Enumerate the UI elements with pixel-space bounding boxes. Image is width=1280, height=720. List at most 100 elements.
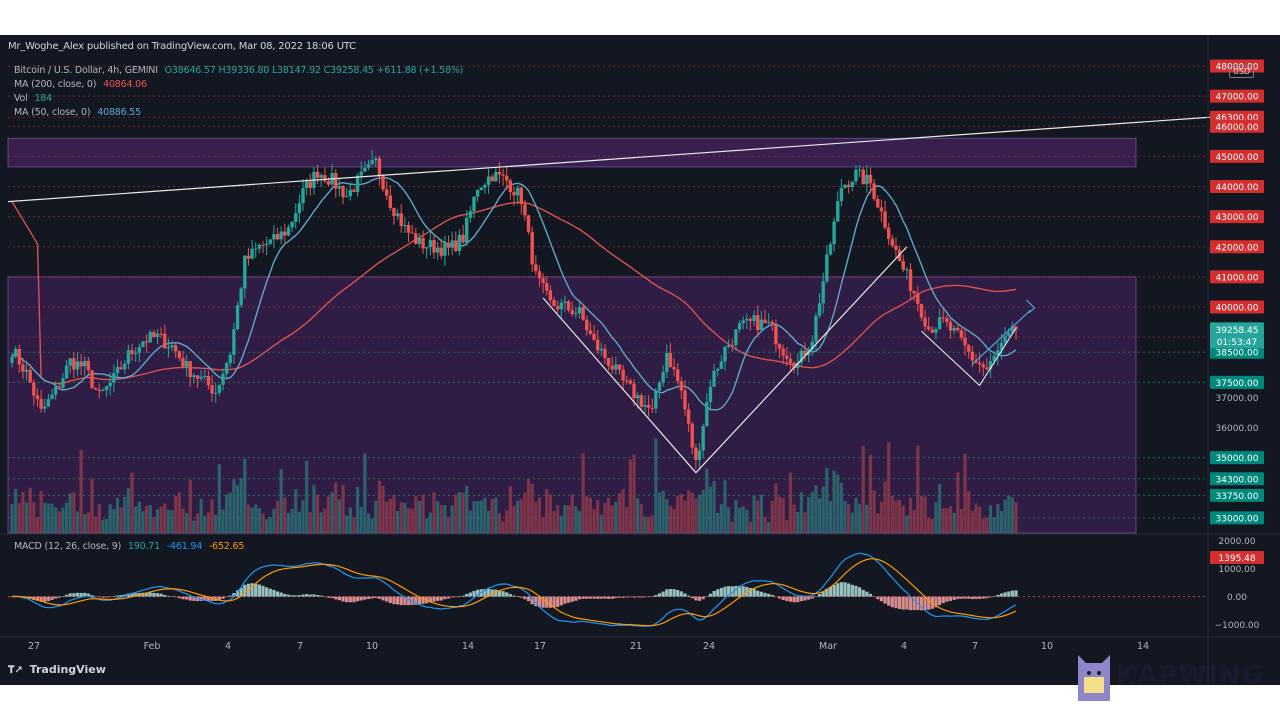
volume-bar — [650, 515, 654, 533]
volume-bar — [86, 512, 90, 533]
candle-body — [319, 175, 323, 178]
macd-histogram-bar — [708, 593, 713, 597]
volume-bar — [705, 468, 709, 533]
macd-histogram-bar — [250, 583, 254, 597]
currency-badge[interactable]: USD — [1229, 65, 1255, 78]
volume-bar — [490, 498, 494, 533]
macd-histogram-bar — [577, 596, 582, 600]
macd-tick-label: 2000.00 — [1218, 537, 1255, 547]
macd-histogram-bar — [326, 596, 331, 598]
legend-macd-row[interactable]: MACD (12, 26, close, 9) 190.71 -461.94 -… — [14, 541, 244, 552]
volume-bar — [141, 511, 145, 533]
macd-histogram-bar — [232, 593, 236, 597]
candle-body — [417, 238, 422, 244]
candle-body — [781, 348, 785, 356]
volume-bar — [872, 490, 876, 533]
volume-bar — [436, 501, 440, 533]
macd-histogram-bar — [596, 596, 600, 599]
volume-bar — [217, 464, 221, 533]
macd-histogram-bar — [68, 593, 72, 597]
volume-bar — [999, 510, 1004, 533]
candle-body — [668, 353, 673, 368]
volume-bar — [901, 505, 905, 533]
volume-bar — [359, 506, 363, 533]
candle-body — [334, 173, 338, 189]
candle-body — [72, 358, 76, 370]
price-label-bg — [1210, 180, 1264, 194]
legend-vol-row[interactable]: Vol 184 — [14, 93, 52, 104]
volume-bar — [283, 497, 287, 533]
volume-bar — [170, 510, 174, 533]
candle-body — [996, 350, 1000, 356]
price-tick-label: 46300.00 — [1216, 114, 1259, 124]
candle-body — [403, 225, 407, 227]
volume-bar — [956, 472, 960, 533]
volume-bar — [97, 503, 101, 533]
macd-histogram-bar — [94, 596, 98, 597]
candle-body — [155, 333, 160, 338]
volume-bar — [788, 472, 793, 533]
price-label-bg — [1210, 300, 1264, 314]
candle-body — [872, 183, 876, 199]
price-tick-label: 41000.00 — [1216, 273, 1259, 283]
candle-body — [603, 348, 607, 358]
volume-bar — [523, 492, 527, 533]
candle-body — [650, 407, 654, 409]
volume-bar — [763, 516, 767, 533]
candle-body — [384, 189, 389, 196]
candle-body — [272, 234, 276, 240]
volume-bar — [446, 516, 451, 533]
volume-bar — [868, 454, 873, 533]
volume-bar — [403, 502, 407, 533]
time-tick-label: 4 — [901, 641, 907, 652]
volume-bar — [28, 487, 32, 533]
volume-bar — [843, 501, 847, 533]
ma50-line — [11, 177, 1017, 411]
volume-bar — [432, 492, 436, 533]
macd-histogram-bar — [323, 596, 327, 598]
macd-histogram-bar — [992, 596, 996, 597]
volume-bar — [905, 515, 909, 533]
volume-bar — [64, 502, 69, 533]
macd-histogram-bar — [927, 596, 931, 610]
volume-bar — [35, 517, 40, 533]
volume-bar — [923, 496, 927, 533]
legend-ma50-row[interactable]: MA (50, close, 0) 40886.55 — [14, 107, 141, 118]
volume-bar — [566, 505, 571, 533]
macd-histogram-bar — [672, 589, 676, 597]
macd-histogram-bar — [497, 590, 502, 597]
macd-histogram-bar — [257, 584, 261, 597]
candle-body — [83, 360, 87, 367]
macd-histogram-bar — [868, 593, 873, 597]
volume-bar — [130, 472, 134, 533]
volume-bar — [479, 500, 483, 533]
macd-histogram-bar — [890, 596, 894, 608]
tradingview-logo[interactable]: 𝐓↗ TradingView — [8, 663, 106, 676]
volume-bar — [454, 494, 458, 533]
volume-bar — [203, 515, 207, 533]
volume-bar — [308, 511, 312, 533]
candle-body — [395, 213, 400, 216]
kapwing-watermark: KAPWING — [1076, 653, 1263, 701]
volume-bar — [476, 500, 480, 533]
candle-body — [705, 402, 709, 427]
candle-body — [988, 360, 993, 370]
volume-bar — [988, 505, 993, 533]
volume-bar — [996, 503, 1000, 533]
macd-histogram-bar — [650, 596, 654, 598]
macd-histogram-bar — [476, 589, 480, 597]
macd-histogram-bar — [301, 594, 305, 597]
candle-body — [770, 321, 774, 326]
volume-bar — [414, 496, 418, 533]
legend-ma200-row[interactable]: MA (200, close, 0) 40864.06 — [14, 79, 147, 90]
candle-body — [876, 198, 880, 208]
volume-bar — [581, 453, 585, 533]
candle-body — [508, 180, 513, 193]
candle-body — [785, 355, 789, 359]
candle-body — [461, 234, 465, 243]
macd-histogram-bar — [774, 596, 778, 598]
volume-bar — [574, 506, 578, 533]
volume-bar — [374, 500, 378, 533]
macd-histogram-bar — [1014, 590, 1018, 597]
